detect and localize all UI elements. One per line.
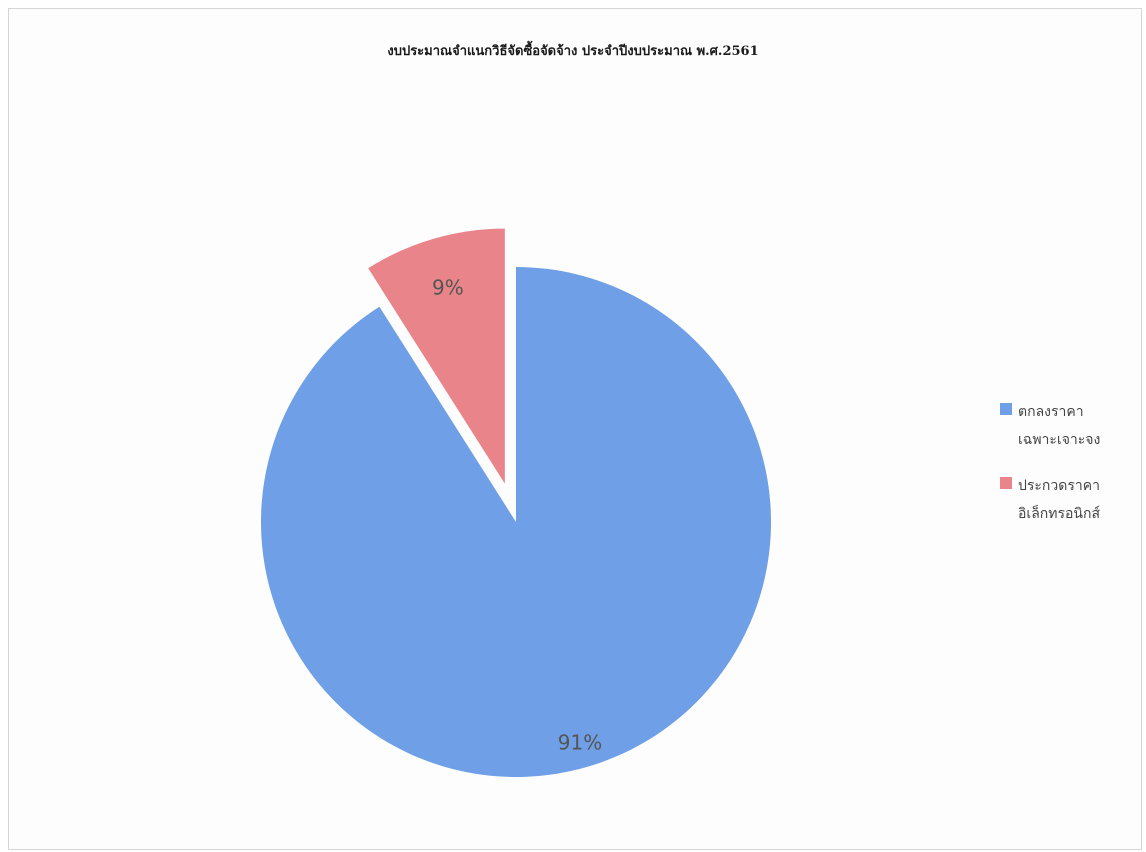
pie-slice-1 xyxy=(368,228,505,484)
legend: ตกลงราคา เฉพาะเจาะจง ประกวดราคา อิเล็กทร… xyxy=(1000,398,1140,546)
legend-item-specific-method: ตกลงราคา เฉพาะเจาะจง xyxy=(1000,398,1140,454)
legend-label-line-2: อิเล็กทรอนิกส์ xyxy=(1018,506,1100,522)
chart-title: งบประมาณจำแนกวิธีจัดซื้อจัดจ้าง ประจำปีง… xyxy=(387,44,759,59)
legend-item-e-bidding: ประกวดราคา อิเล็กทรอนิกส์ xyxy=(1000,472,1140,528)
legend-label-line-1: ตกลงราคา xyxy=(1018,404,1084,420)
slice-percent-label-1: 9% xyxy=(432,276,464,300)
legend-swatch-red xyxy=(1000,477,1012,489)
legend-label-line-1: ประกวดราคา xyxy=(1018,478,1100,494)
pie-slice-0 xyxy=(260,267,772,778)
legend-swatch-blue xyxy=(1000,403,1012,415)
slice-percent-label-0: 91% xyxy=(558,730,602,754)
legend-label-line-2: เฉพาะเจาะจง xyxy=(1018,432,1101,448)
